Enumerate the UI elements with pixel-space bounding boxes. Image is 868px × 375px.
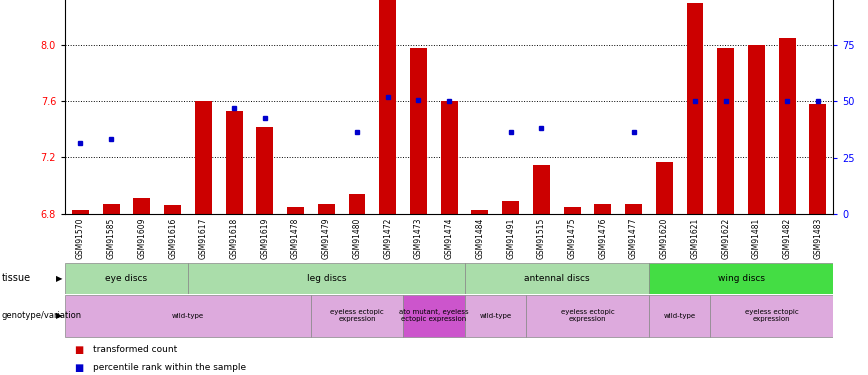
Bar	[226, 111, 242, 214]
Bar	[195, 101, 212, 214]
Text: tissue: tissue	[2, 273, 31, 284]
Bar	[748, 45, 765, 214]
Bar	[349, 194, 365, 214]
Text: ■: ■	[74, 345, 83, 354]
Bar	[687, 3, 703, 214]
Text: ato mutant, eyeless
ectopic expression: ato mutant, eyeless ectopic expression	[399, 309, 469, 322]
Text: percentile rank within the sample: percentile rank within the sample	[93, 363, 246, 372]
Bar	[625, 204, 642, 214]
Text: eye discs: eye discs	[106, 274, 148, 283]
Text: eyeless ectopic
expression: eyeless ectopic expression	[745, 309, 799, 322]
Bar	[65, 263, 188, 294]
Text: wild-type: wild-type	[172, 313, 204, 319]
Bar	[441, 101, 457, 214]
Bar	[72, 210, 89, 214]
Text: wild-type: wild-type	[479, 313, 511, 319]
Text: antennal discs: antennal discs	[524, 274, 589, 283]
Text: ▶: ▶	[56, 274, 62, 283]
Bar	[287, 207, 304, 214]
Bar	[65, 295, 311, 337]
Bar	[649, 263, 833, 294]
Text: wild-type: wild-type	[663, 313, 696, 319]
Text: eyeless ectopic
expression: eyeless ectopic expression	[330, 309, 384, 322]
Bar	[464, 263, 649, 294]
Bar	[318, 204, 335, 214]
Bar	[410, 48, 427, 214]
Bar	[134, 198, 150, 214]
Text: genotype/variation: genotype/variation	[2, 311, 82, 320]
Bar	[710, 295, 833, 337]
Bar	[464, 295, 526, 337]
Bar	[717, 48, 734, 214]
Bar	[102, 204, 120, 214]
Text: leg discs: leg discs	[306, 274, 346, 283]
Text: transformed count: transformed count	[93, 345, 177, 354]
Bar	[656, 162, 673, 214]
Bar	[595, 204, 611, 214]
Bar	[256, 127, 273, 214]
Bar	[533, 165, 549, 214]
Bar	[649, 295, 710, 337]
Bar	[164, 205, 181, 214]
Bar	[563, 207, 581, 214]
Text: wing discs: wing discs	[718, 274, 765, 283]
Bar	[403, 295, 464, 337]
Text: ■: ■	[74, 363, 83, 372]
Bar	[503, 201, 519, 214]
Bar	[779, 38, 796, 214]
Bar	[810, 104, 826, 214]
Bar	[526, 295, 649, 337]
Bar	[379, 0, 396, 214]
Bar	[188, 263, 464, 294]
Bar	[311, 295, 403, 337]
Text: eyeless ectopic
expression: eyeless ectopic expression	[561, 309, 615, 322]
Bar	[471, 210, 489, 214]
Text: ▶: ▶	[56, 311, 62, 320]
